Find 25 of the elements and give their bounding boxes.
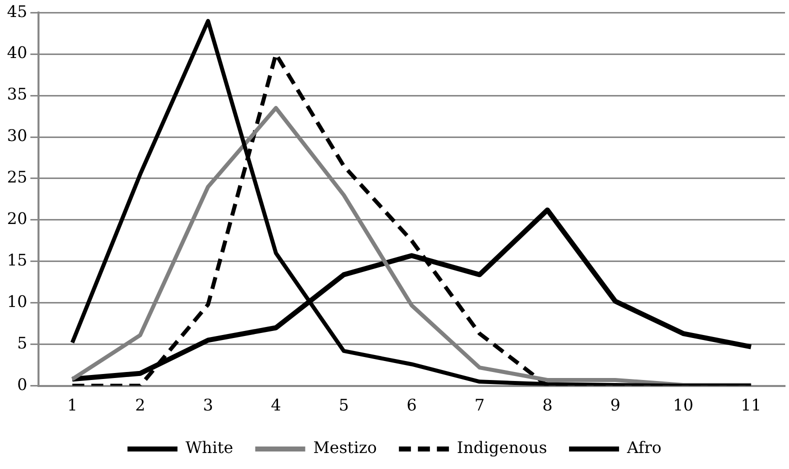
x-tick-label: 4 (270, 396, 282, 415)
x-tick-label: 11 (740, 396, 762, 415)
y-tick-label: 20 (7, 209, 28, 228)
legend-label: Afro (626, 438, 662, 458)
y-tick-label: 40 (7, 43, 28, 62)
legend-label: White (185, 438, 234, 458)
legend-label: Indigenous (456, 438, 548, 458)
legend-label: Mestizo (313, 438, 377, 458)
y-tick-label: 15 (7, 250, 28, 270)
x-tick-label: 3 (202, 396, 214, 415)
y-tick-label: 5 (17, 333, 28, 352)
x-tick-label: 9 (610, 396, 620, 415)
y-tick-label: 25 (7, 168, 28, 187)
x-tick-label: 6 (406, 396, 417, 415)
x-tick-label: 1 (67, 396, 78, 415)
x-tick-label: 8 (542, 396, 553, 415)
y-tick-label: 30 (7, 126, 28, 146)
y-tick-label: 10 (7, 292, 28, 312)
x-tick-label: 5 (338, 396, 349, 415)
x-tick-label: 2 (135, 396, 146, 415)
y-tick-label: 35 (7, 84, 28, 104)
y-tick-label: 45 (7, 2, 28, 21)
x-tick-label: 10 (673, 396, 694, 415)
x-tick-label: 7 (474, 396, 485, 415)
y-tick-label: 0 (17, 374, 28, 394)
